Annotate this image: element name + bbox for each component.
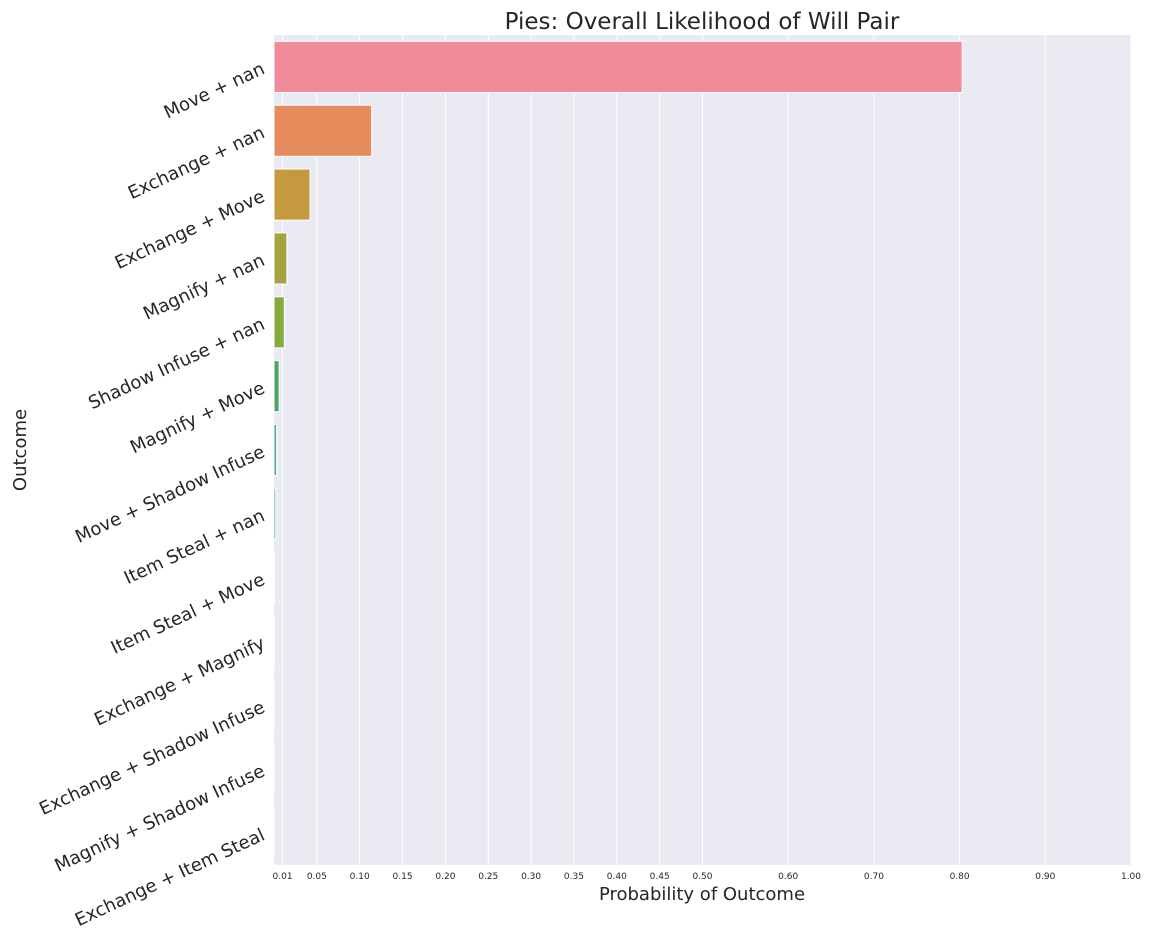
x-tick-label: 0.90	[1035, 872, 1055, 882]
x-tick-label: 0.05	[307, 872, 327, 882]
bar	[273, 40, 963, 93]
bar	[273, 487, 277, 540]
x-tick-label: 0.30	[521, 872, 541, 882]
x-tick-label: 0.20	[435, 872, 455, 882]
x-axis-label: Probability of Outcome	[599, 884, 805, 905]
y-tick-label: Magnify + nan	[140, 250, 268, 325]
bars	[273, 40, 963, 860]
x-tick-label: 0.25	[478, 872, 498, 882]
gridlines	[282, 35, 1132, 865]
x-tick-label: 0.10	[350, 872, 370, 882]
x-tick-label: 0.60	[778, 872, 798, 882]
bar	[273, 104, 373, 157]
x-tick-label: 0.45	[650, 872, 670, 882]
bar	[273, 168, 311, 221]
chart-title: Pies: Overall Likelihood of Will Pair	[505, 9, 900, 35]
y-axis-label: Outcome	[10, 409, 31, 491]
x-tick-label: 0.15	[393, 872, 413, 882]
x-tick-label: 0.35	[564, 872, 584, 882]
bar	[273, 296, 285, 349]
x-tick-labels: 0.01 0.05 0.10 0.15 0.20 0.25 0.30 0.35 0.40 0.45…	[273, 872, 1142, 882]
bar	[273, 423, 278, 477]
bar	[273, 360, 280, 413]
bar	[273, 232, 288, 285]
x-tick-label: 0.50	[692, 872, 712, 882]
x-tick-label: 0.01	[273, 872, 293, 882]
x-tick-label: 0.70	[864, 872, 884, 882]
y-tick-label: Move + nan	[161, 58, 268, 123]
x-tick-label: 1.00	[1121, 872, 1141, 882]
x-tick-label: 0.80	[950, 872, 970, 882]
y-tick-label: Exchange + Shadow Infuse	[36, 697, 268, 820]
x-tick-label: 0.40	[607, 872, 627, 882]
